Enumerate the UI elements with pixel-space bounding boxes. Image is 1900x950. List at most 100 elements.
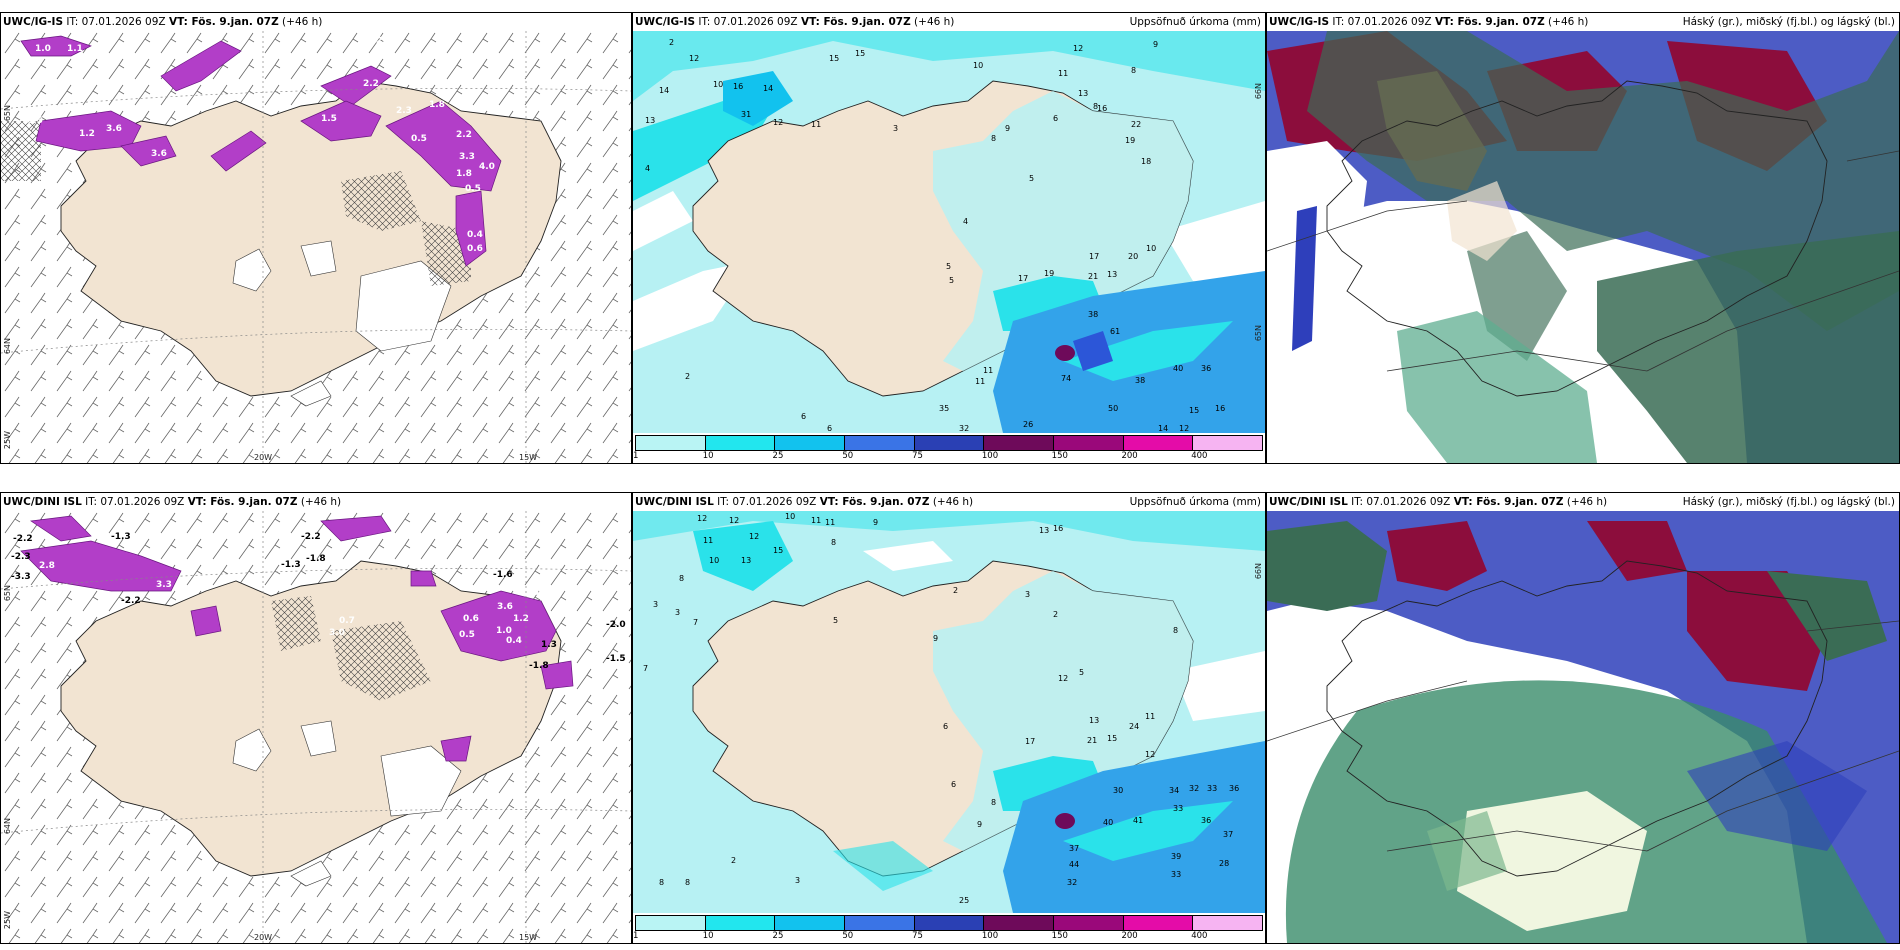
legend-swatch <box>984 436 1055 450</box>
svg-text:11: 11 <box>1145 712 1155 721</box>
precip-values: 2 12 14 13 4 15 15 10 16 14 31 12 11 3 8… <box>645 38 1225 433</box>
svg-text:32: 32 <box>959 424 969 433</box>
svg-text:61: 61 <box>1110 327 1120 336</box>
map-precipitation: 12 12 10 11 11 8 9 11 10 12 13 15 8 3 3 … <box>633 511 1265 913</box>
svg-text:-1.8: -1.8 <box>529 661 549 671</box>
svg-text:2.3: 2.3 <box>396 106 412 116</box>
lon-label: 25W <box>3 911 12 930</box>
panel-dini-wind-anomaly: UWC/DINI ISL IT: 07.01.2026 09Z VT: Fös.… <box>0 492 632 944</box>
svg-text:32: 32 <box>1189 784 1199 793</box>
svg-text:2: 2 <box>669 38 674 47</box>
panel-ig-is-precip: UWC/IG-IS IT: 07.01.2026 09Z VT: Fös. 9.… <box>632 12 1266 464</box>
svg-text:1.8: 1.8 <box>429 100 445 110</box>
svg-text:13: 13 <box>741 556 751 565</box>
legend-tick: 75 <box>912 931 923 941</box>
legend-tick: 75 <box>912 451 923 461</box>
svg-text:32: 32 <box>1067 878 1077 887</box>
legend-swatch <box>845 436 915 450</box>
svg-text:10: 10 <box>713 80 723 89</box>
legend-swatch <box>705 916 776 930</box>
svg-text:14: 14 <box>1158 424 1168 433</box>
field-title: Háský (gr.), miðský (fj.bl.) og lágský (… <box>1682 496 1895 508</box>
svg-text:20: 20 <box>1128 252 1138 261</box>
valid-time: VT: Fös. 9.jan. 07Z <box>1453 496 1564 508</box>
svg-text:36: 36 <box>1201 364 1211 373</box>
panel-ig-is-clouds: UWC/IG-IS IT: 07.01.2026 09Z VT: Fös. 9.… <box>1266 12 1900 464</box>
svg-text:25: 25 <box>959 896 969 905</box>
svg-text:28: 28 <box>1219 859 1229 868</box>
panel-header: UWC/IG-IS IT: 07.01.2026 09Z VT: Fös. 9.… <box>633 13 1265 31</box>
model-name: UWC/DINI ISL <box>635 496 714 508</box>
legend-swatch <box>1123 436 1194 450</box>
legend-tick: 1 <box>633 931 639 941</box>
svg-text:16: 16 <box>1215 404 1225 413</box>
panel-header: UWC/IG-IS IT: 07.01.2026 09Z VT: Fös. 9.… <box>1267 13 1899 31</box>
lon-label: 15W <box>519 933 538 942</box>
svg-text:5: 5 <box>949 276 954 285</box>
svg-text:4: 4 <box>645 164 650 173</box>
svg-text:33: 33 <box>1207 784 1217 793</box>
svg-text:4.0: 4.0 <box>479 162 495 172</box>
model-name: UWC/IG-IS <box>1269 16 1330 28</box>
svg-text:11: 11 <box>703 536 713 545</box>
svg-text:5: 5 <box>1079 668 1084 677</box>
map-precipitation: 2 12 14 13 4 15 15 10 16 14 31 12 11 3 8… <box>633 31 1265 433</box>
svg-text:6: 6 <box>951 780 956 789</box>
svg-text:12: 12 <box>1145 750 1155 759</box>
model-name: UWC/IG-IS <box>3 16 64 28</box>
svg-text:9: 9 <box>933 634 938 643</box>
init-time: IT: 07.01.2026 09Z <box>717 496 817 508</box>
svg-text:12: 12 <box>1058 674 1068 683</box>
svg-text:13: 13 <box>1078 89 1088 98</box>
svg-text:11: 11 <box>825 518 835 527</box>
svg-text:40: 40 <box>1103 818 1113 827</box>
svg-text:5: 5 <box>833 616 838 625</box>
svg-text:3: 3 <box>893 124 898 133</box>
legend-tick: 50 <box>842 931 854 941</box>
valid-time: VT: Fös. 9.jan. 07Z <box>168 16 279 28</box>
svg-text:11: 11 <box>983 366 993 375</box>
svg-text:12: 12 <box>697 514 707 523</box>
svg-text:6: 6 <box>827 424 832 433</box>
svg-text:3.6: 3.6 <box>151 149 167 159</box>
svg-text:15: 15 <box>773 546 783 555</box>
svg-text:24: 24 <box>1129 722 1139 731</box>
legend-swatch <box>705 436 776 450</box>
svg-text:3: 3 <box>653 600 658 609</box>
legend-swatch <box>1054 916 1124 930</box>
svg-text:8: 8 <box>991 134 996 143</box>
svg-text:14: 14 <box>659 86 669 95</box>
svg-text:26: 26 <box>1023 420 1033 429</box>
svg-text:-2.2: -2.2 <box>121 596 141 606</box>
valid-time: VT: Fös. 9.jan. 07Z <box>1434 16 1545 28</box>
init-time: IT: 07.01.2026 09Z <box>1351 496 1451 508</box>
svg-text:-1.8: -1.8 <box>306 554 326 564</box>
svg-text:0.5: 0.5 <box>465 184 481 194</box>
lat-label: 65N <box>1254 325 1263 342</box>
svg-text:0.6: 0.6 <box>463 614 479 624</box>
svg-text:-2.3: -2.3 <box>11 552 31 562</box>
lon-label: 20W <box>254 453 273 462</box>
field-title: Uppsöfnuð úrkoma (mm) <box>1129 16 1261 28</box>
legend-tick: 100 <box>981 451 999 461</box>
precip-legend: 1 10 25 50 75 100 150 200 400 <box>633 913 1265 943</box>
legend-swatch <box>914 436 985 450</box>
lat-label: 64N <box>3 338 12 355</box>
svg-text:-1.6: -1.6 <box>493 570 513 580</box>
svg-text:3.6: 3.6 <box>106 124 122 134</box>
legend-tick: 400 <box>1191 931 1208 941</box>
anomaly-values: 1.0 1.1 1.5 2.5 2.2 0.5 1.2 3.6 1.5 3.6 … <box>27 36 495 254</box>
svg-text:30: 30 <box>1113 786 1123 795</box>
svg-text:-1.3: -1.3 <box>111 532 131 542</box>
field-title: Uppsöfnuð úrkoma (mm) <box>1129 496 1261 508</box>
svg-text:22: 22 <box>1131 120 1141 129</box>
svg-text:1.8: 1.8 <box>456 169 472 179</box>
svg-text:1.0: 1.0 <box>35 44 51 54</box>
panel-dini-precip: UWC/DINI ISL IT: 07.01.2026 09Z VT: Fös.… <box>632 492 1266 944</box>
svg-text:-1.5: -1.5 <box>606 654 626 664</box>
map-clouds <box>1267 31 1899 463</box>
legend-tick: 200 <box>1121 931 1138 941</box>
svg-text:-3.3: -3.3 <box>11 572 31 582</box>
svg-text:8: 8 <box>1093 102 1098 111</box>
svg-text:13: 13 <box>645 116 655 125</box>
